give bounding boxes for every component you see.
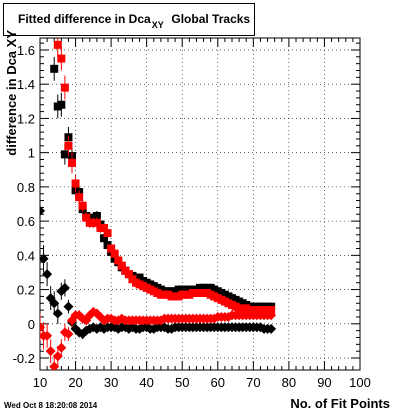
- data-point-diamond: [42, 330, 53, 341]
- y-tick-label: 0: [28, 317, 35, 332]
- x-tick-label: 10: [33, 375, 47, 390]
- data-point-square: [60, 83, 69, 92]
- data-point-square: [64, 141, 73, 150]
- y-axis-label-wrap: difference in Dca XY: [4, 30, 20, 260]
- date-stamp: Wed Oct 8 18:20:08 2014: [4, 401, 98, 410]
- x-tick-label: 70: [246, 375, 260, 390]
- data-point-square: [75, 193, 84, 202]
- chart-title-box: Fitted difference in DcaXY Global Tracks: [3, 3, 255, 36]
- y-tick-label: 0.6: [17, 214, 35, 229]
- data-point-square: [100, 234, 108, 243]
- data-point-square: [117, 261, 126, 270]
- data-point-diamond: [49, 361, 60, 370]
- data-layer: [40, 38, 277, 370]
- data-point-diamond: [45, 346, 56, 357]
- y-tick-label: 0.8: [17, 180, 35, 195]
- data-point-square: [78, 201, 87, 210]
- data-point-square: [82, 213, 91, 222]
- data-point-square: [71, 179, 80, 188]
- chart-title-prefix: Fitted difference in Dca: [18, 12, 151, 26]
- data-point-diamond: [59, 282, 70, 293]
- data-point-square: [57, 54, 66, 63]
- data-point-square: [92, 211, 101, 220]
- x-axis-label: No. of Fit Points: [290, 396, 390, 411]
- data-point-diamond: [52, 308, 63, 319]
- data-point-square: [57, 100, 66, 109]
- data-point-diamond: [56, 286, 67, 297]
- data-point-diamond: [42, 269, 53, 280]
- y-tick-label: 0.2: [17, 283, 35, 298]
- data-point-diamond: [40, 322, 45, 333]
- x-tick-label: 20: [68, 375, 82, 390]
- x-tick-label: 80: [282, 375, 296, 390]
- data-point-diamond: [63, 329, 74, 340]
- data-point-diamond: [266, 323, 277, 334]
- data-point-diamond: [40, 253, 49, 264]
- x-tick-label: 50: [175, 375, 189, 390]
- data-point-square: [124, 270, 133, 279]
- data-point-square: [92, 218, 101, 227]
- y-tick-label: 1.2: [17, 111, 35, 126]
- y-tick-label: 1.6: [17, 43, 35, 58]
- x-tick-label: 30: [104, 375, 118, 390]
- y-tick-label: 0.4: [17, 248, 35, 263]
- data-point-diamond: [56, 342, 67, 353]
- data-point-diamond: [52, 351, 63, 362]
- y-tick-label: -0.2: [13, 351, 35, 366]
- chart-title-subscript: XY: [151, 20, 164, 30]
- data-point-diamond: [49, 298, 60, 309]
- x-tick-label: 40: [139, 375, 153, 390]
- y-tick-label: 1: [28, 146, 35, 161]
- data-point-square: [50, 64, 59, 73]
- y-axis-label: difference in Dca XY: [4, 30, 19, 156]
- data-point-diamond: [63, 301, 74, 312]
- data-point-square: [103, 229, 112, 238]
- data-point-square: [53, 40, 62, 49]
- data-point-square: [114, 256, 123, 265]
- x-tick-label: 90: [317, 375, 331, 390]
- data-point-square: [100, 223, 108, 232]
- data-point-square: [110, 249, 119, 258]
- chart-title-suffix: Global Tracks: [171, 12, 251, 26]
- data-point-diamond: [40, 205, 45, 216]
- data-point-square: [68, 158, 76, 167]
- x-tick-label: 60: [211, 375, 225, 390]
- y-tick-label: 1.4: [17, 77, 35, 92]
- data-point-diamond: [266, 310, 277, 321]
- x-tick-label: 100: [349, 375, 371, 390]
- data-point-square: [60, 150, 69, 159]
- data-point-square: [107, 244, 116, 253]
- data-point-square: [267, 306, 276, 315]
